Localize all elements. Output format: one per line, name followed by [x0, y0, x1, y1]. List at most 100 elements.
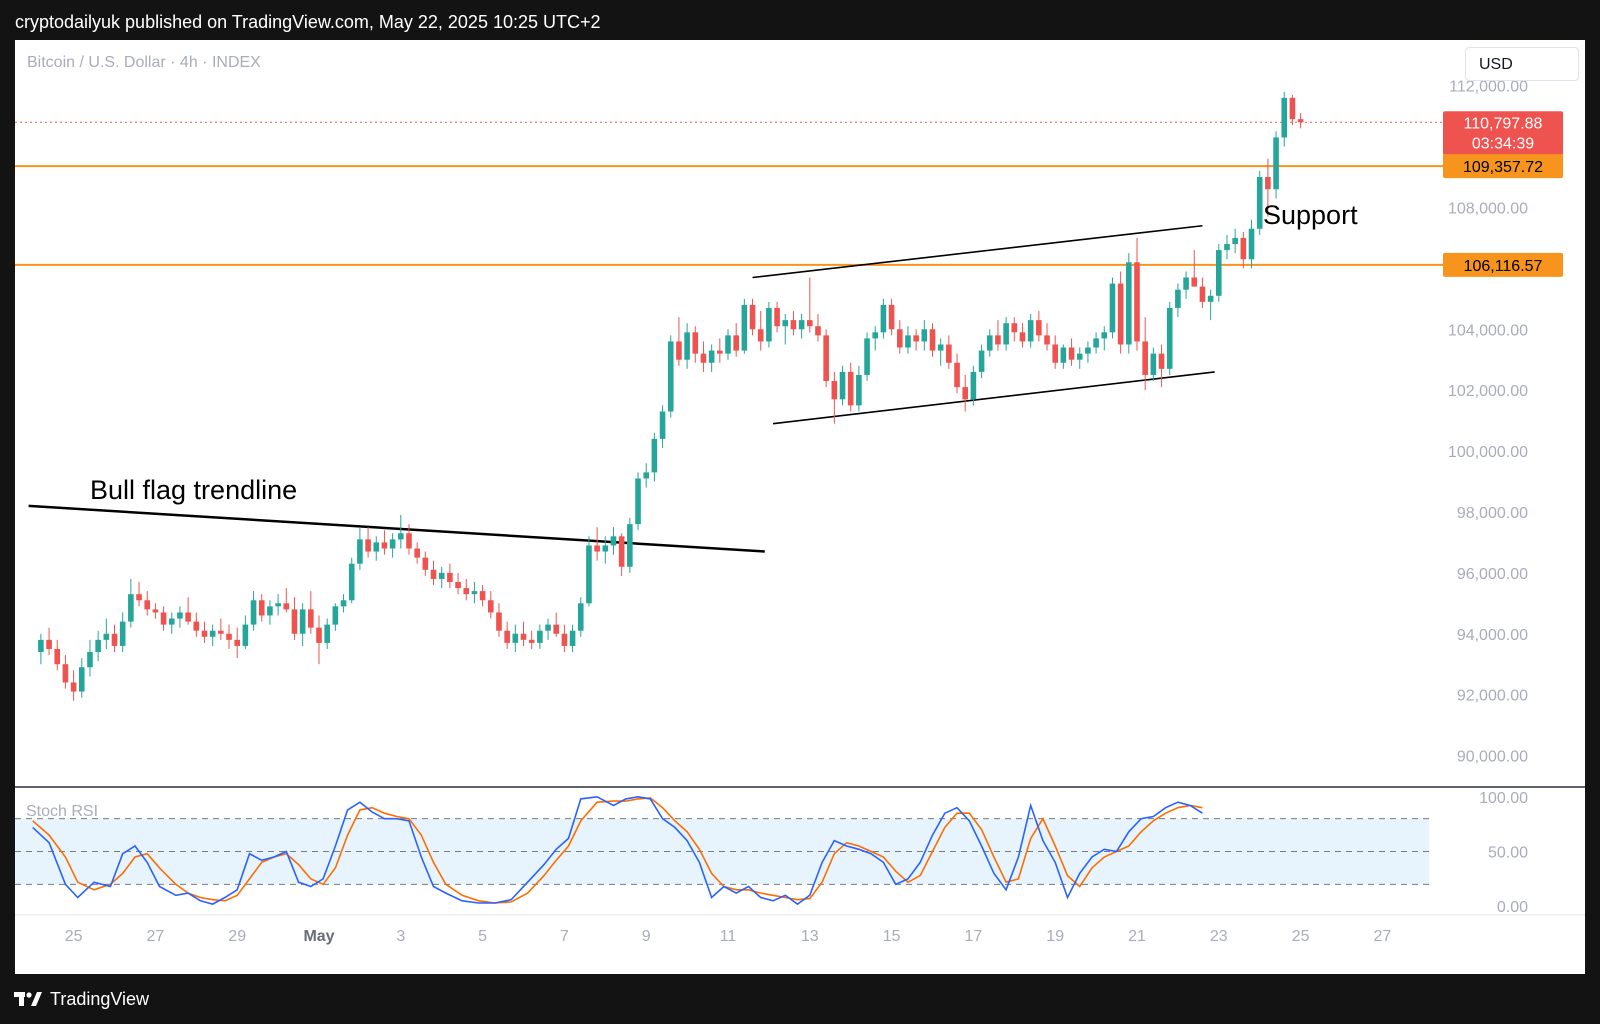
candle — [1216, 244, 1222, 302]
x-tick-label: 9 — [642, 928, 651, 945]
candle — [62, 655, 69, 689]
candle-body — [46, 639, 52, 649]
currency-button[interactable]: USD — [1465, 47, 1579, 81]
candle-body — [299, 609, 306, 634]
candle — [144, 591, 151, 616]
candle-body — [1134, 262, 1140, 342]
candle — [946, 335, 952, 369]
candle — [1281, 91, 1288, 147]
candle — [537, 624, 543, 649]
candle-body — [676, 341, 682, 360]
candle-body — [839, 371, 846, 400]
level-price-value: 109,357.72 — [1463, 159, 1543, 176]
tradingview-logo[interactable]: TradingView — [14, 988, 149, 1010]
candle — [929, 323, 936, 357]
symbol-title[interactable]: Bitcoin / U.S. Dollar · 4h · INDEX — [27, 54, 261, 71]
y-tick-label: 112,000.00 — [1449, 79, 1528, 96]
candle-body — [692, 332, 699, 354]
candle-body — [594, 545, 600, 552]
candle-body — [103, 633, 110, 640]
candle-body — [659, 411, 666, 439]
candle — [1232, 228, 1238, 254]
chart-panel[interactable]: 112,000.00 108,000.00 104,000.00 102,000.00… — [15, 40, 1585, 974]
candle — [1027, 314, 1034, 348]
candle-body — [1281, 97, 1288, 138]
candle — [103, 618, 110, 649]
candle-body — [798, 320, 805, 330]
candle — [463, 578, 470, 601]
candle-body — [479, 591, 486, 601]
candle — [275, 594, 281, 616]
candle — [847, 362, 854, 412]
candle-body — [504, 630, 510, 643]
candle-body — [880, 304, 887, 333]
candle — [896, 320, 903, 354]
candle — [954, 353, 960, 394]
candle-body — [856, 374, 862, 406]
candle-body — [422, 557, 429, 570]
y-tick-label: 100,000.00 — [1448, 444, 1528, 461]
candle — [119, 612, 126, 653]
candle-body — [807, 320, 813, 327]
candle-body — [864, 338, 870, 375]
candle-body — [291, 609, 298, 634]
candle-body — [790, 320, 797, 330]
candle-body — [332, 606, 339, 625]
candle-body — [1224, 244, 1230, 251]
chart-canvas[interactable]: 112,000.00 108,000.00 104,000.00 102,000.00… — [15, 40, 1585, 974]
candle — [406, 524, 412, 555]
candle-body — [136, 594, 142, 601]
candle — [1289, 94, 1296, 126]
candle — [70, 670, 77, 701]
candle — [234, 627, 240, 659]
candle — [888, 298, 895, 336]
candle-body — [1273, 137, 1279, 190]
candle-body — [373, 542, 380, 552]
candle — [218, 618, 224, 640]
candle-body — [487, 600, 494, 613]
candle — [1199, 277, 1206, 308]
candle-body — [978, 350, 985, 372]
y-tick-label: 96,000.00 — [1457, 566, 1528, 583]
candle — [749, 298, 756, 336]
candle-body — [275, 603, 281, 607]
candle — [38, 633, 44, 665]
x-tick-label: 27 — [147, 928, 165, 945]
candle — [880, 298, 887, 339]
x-tick-label: 23 — [1210, 928, 1228, 945]
candle-body — [267, 606, 273, 616]
candle-body — [177, 612, 183, 619]
candle-body — [708, 350, 715, 363]
candle — [676, 317, 682, 366]
candle-body — [888, 304, 895, 330]
candle-body — [258, 600, 265, 616]
candle-body — [1158, 353, 1165, 369]
candle-body — [1003, 323, 1009, 345]
candle — [577, 597, 584, 637]
candle-body — [643, 472, 649, 479]
candle — [602, 536, 609, 564]
candle — [1109, 277, 1116, 339]
candle — [1256, 170, 1263, 235]
candle-body — [1166, 307, 1173, 369]
candle-body — [635, 478, 641, 525]
candle-body — [340, 600, 347, 607]
candle-body — [87, 652, 93, 668]
candle — [790, 310, 797, 336]
candle — [856, 365, 862, 412]
tradingview-brand: TradingView — [50, 988, 150, 1009]
candle-body — [1068, 347, 1075, 360]
candle — [618, 533, 625, 576]
candle-body — [283, 603, 290, 610]
candle-body — [512, 633, 519, 643]
candle — [717, 338, 723, 363]
y-tick-label: 104,000.00 — [1448, 322, 1528, 339]
candle — [1011, 317, 1018, 342]
candle-body — [1011, 323, 1018, 333]
candle-body — [1240, 237, 1247, 260]
candle-body — [995, 335, 1001, 345]
candle-body — [815, 326, 821, 336]
candle-body — [193, 621, 200, 631]
candle — [487, 591, 494, 619]
candle — [332, 603, 339, 631]
